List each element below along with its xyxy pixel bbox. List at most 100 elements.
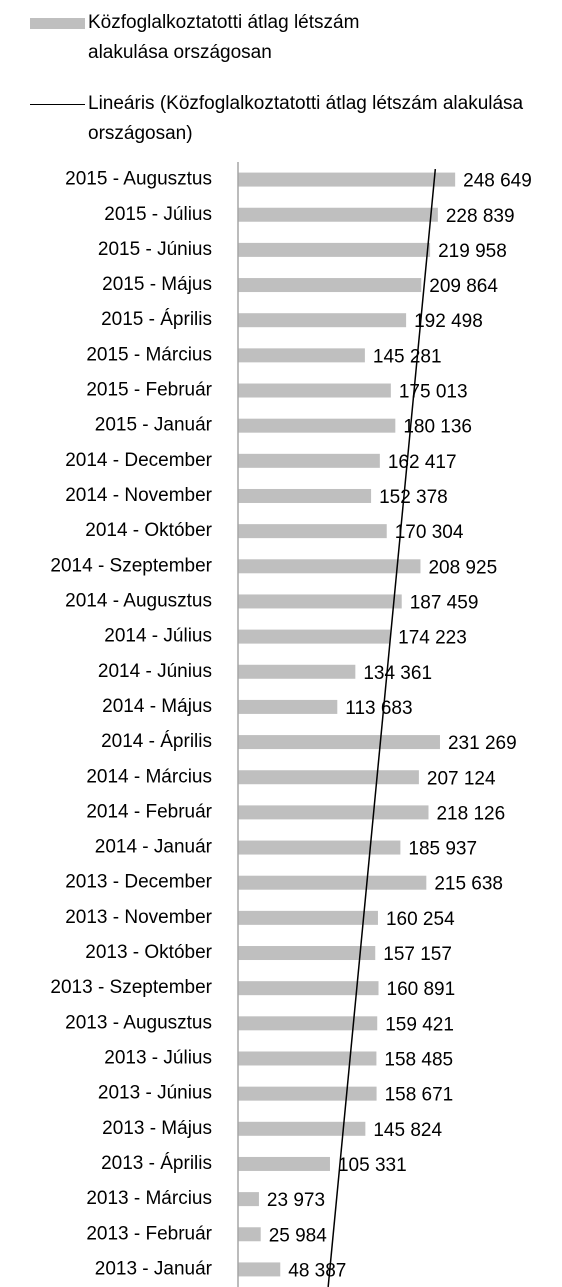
bar: [238, 594, 402, 609]
y-tick-label: 2014 - Június: [98, 661, 212, 682]
y-tick-label: 2015 - Május: [102, 274, 212, 295]
data-label: 170 304: [395, 522, 464, 543]
bar: [238, 840, 401, 855]
y-tick-label: 2013 - Május: [102, 1118, 212, 1139]
y-tick-label: 2013 - Február: [86, 1223, 212, 1244]
bar: [238, 1121, 366, 1136]
legend-item: Lineáris (Közfoglalkoztatotti átlag léts…: [30, 89, 550, 149]
bar: [238, 946, 376, 961]
data-label: 207 124: [427, 768, 496, 789]
data-label: 145 824: [373, 1120, 442, 1141]
legend-label: Lineáris (Közfoglalkoztatotti átlag léts…: [88, 93, 524, 144]
bar: [238, 699, 338, 714]
y-tick-label: 2014 - Február: [86, 801, 212, 822]
data-label: 175 013: [399, 382, 468, 403]
bar: [238, 629, 391, 644]
data-label: 248 649: [463, 171, 532, 192]
bar: [238, 1156, 330, 1171]
y-tick-label: 2015 - Január: [95, 415, 213, 436]
bar: [238, 348, 365, 363]
data-label: 25 984: [269, 1225, 328, 1246]
y-tick-label: 2013 - Június: [98, 1083, 212, 1104]
y-tick-label: 2015 - Június: [98, 239, 212, 260]
y-tick-label: 2013 - Július: [104, 1048, 212, 1069]
data-label: 23 973: [267, 1190, 325, 1211]
data-label: 48 387: [288, 1260, 346, 1281]
legend-item: Közfoglalkoztatotti átlag létszám alakul…: [30, 8, 430, 68]
y-tick-label: 2014 - Szeptember: [50, 555, 212, 576]
y-tick-label: 2014 - Október: [85, 520, 212, 541]
bar: [238, 981, 379, 996]
bar: [238, 1262, 281, 1277]
y-tick-label: 2013 - Október: [85, 942, 212, 963]
bar: [238, 805, 429, 820]
y-tick-label: 2013 - Január: [95, 1258, 213, 1279]
trendline: [327, 168, 437, 1287]
legend-swatch: [30, 104, 85, 105]
bar: [238, 1192, 259, 1207]
y-tick-label: 2014 - Augusztus: [65, 590, 212, 611]
bar: [238, 559, 421, 574]
data-label: 219 958: [438, 241, 507, 262]
y-tick-label: 2014 - Május: [102, 696, 212, 717]
data-label: 228 839: [446, 206, 515, 227]
bar: [238, 1086, 377, 1101]
data-label: 157 157: [383, 944, 452, 965]
data-label: 145 281: [373, 346, 442, 367]
data-label: 134 361: [363, 663, 432, 684]
data-label: 105 331: [338, 1155, 407, 1176]
y-tick-label: 2014 - Január: [95, 837, 213, 858]
y-tick-label: 2013 - Szeptember: [50, 977, 212, 998]
data-label: 162 417: [388, 452, 457, 473]
bar: [238, 313, 407, 328]
data-label: 180 136: [403, 417, 472, 438]
bar: [238, 664, 356, 679]
data-label: 187 459: [410, 592, 479, 613]
data-label: 160 891: [387, 979, 456, 1000]
data-label: 158 671: [385, 1085, 454, 1106]
data-label: 185 937: [408, 839, 477, 860]
bar: [238, 418, 396, 433]
data-label: 231 269: [448, 733, 517, 754]
data-label: 158 485: [384, 1050, 453, 1071]
data-label: 218 126: [436, 803, 505, 824]
data-label: 208 925: [428, 557, 497, 578]
data-label: 215 638: [434, 874, 503, 895]
y-tick-label: 2013 - Március: [86, 1188, 212, 1209]
y-tick-label: 2015 - Április: [101, 309, 212, 330]
y-tick-label: 2013 - November: [65, 907, 212, 928]
bar: [238, 207, 438, 222]
legend-label: Közfoglalkoztatotti átlag létszám alakul…: [88, 12, 360, 63]
legend-swatch: [30, 18, 85, 29]
y-tick-label: 2015 - Augusztus: [65, 169, 212, 190]
bar: [238, 453, 380, 468]
data-label: 159 421: [385, 1014, 454, 1035]
y-tick-label: 2015 - Július: [104, 204, 212, 225]
data-label: 174 223: [398, 628, 467, 649]
bar: [238, 910, 378, 925]
data-label: 209 864: [429, 276, 498, 297]
y-tick-label: 2013 - December: [65, 872, 212, 893]
y-tick-label: 2014 - Július: [104, 626, 212, 647]
y-tick-label: 2014 - Április: [101, 731, 212, 752]
data-label: 113 683: [345, 698, 412, 719]
bar: [238, 1016, 378, 1031]
bar: [238, 488, 372, 503]
bar: [238, 383, 391, 398]
y-tick-label: 2014 - Március: [86, 766, 212, 787]
bar: [238, 875, 427, 890]
data-label: 192 498: [414, 311, 483, 332]
y-tick-label: 2014 - November: [65, 485, 212, 506]
y-tick-label: 2013 - Április: [101, 1153, 212, 1174]
bar: [238, 278, 422, 293]
bar: [238, 1051, 377, 1066]
bar: [238, 1227, 261, 1242]
bar: [238, 735, 440, 750]
y-tick-label: 2014 - December: [65, 450, 212, 471]
data-label: 152 378: [379, 487, 448, 508]
y-tick-label: 2015 - Február: [86, 380, 212, 401]
y-tick-label: 2015 - Március: [86, 344, 212, 365]
bar: [238, 770, 419, 785]
